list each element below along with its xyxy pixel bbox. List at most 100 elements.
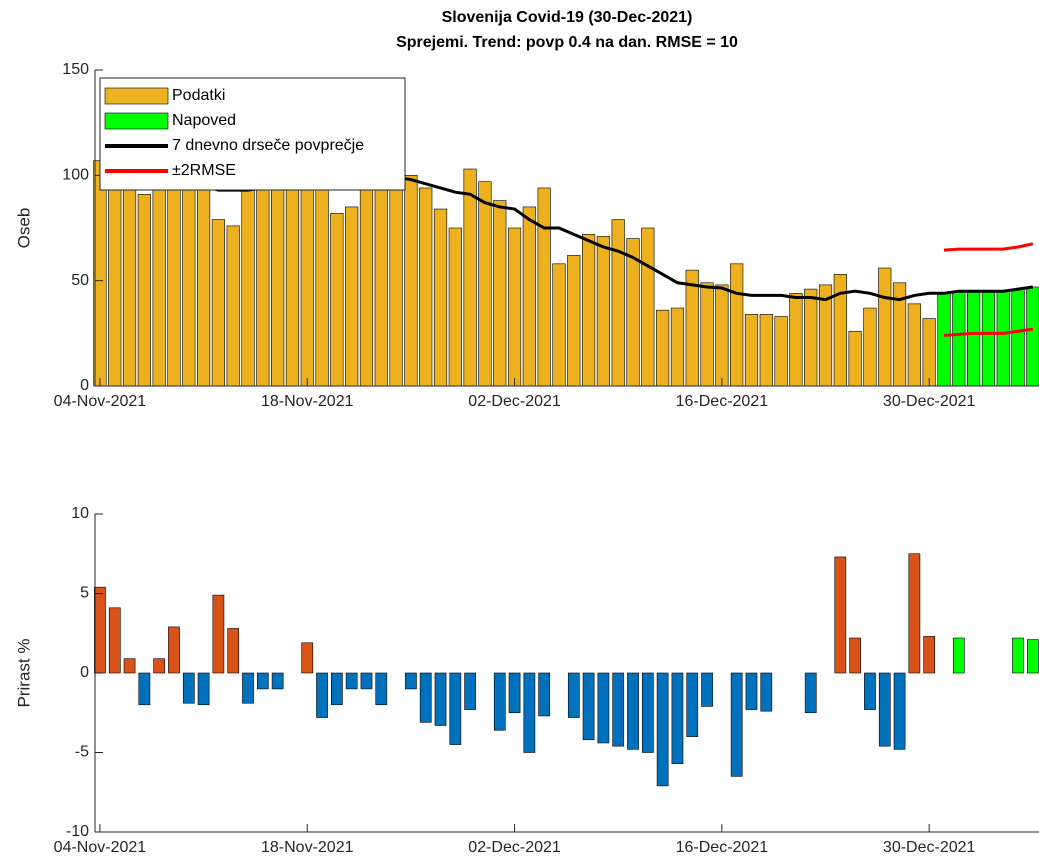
bar (834, 556, 847, 674)
bar (226, 225, 240, 387)
bar (1026, 639, 1039, 674)
legend-swatch (104, 112, 169, 130)
bar (685, 269, 699, 387)
bar (1011, 288, 1025, 387)
bar (967, 290, 981, 387)
y-tick-label: 10 (71, 505, 89, 522)
bar (789, 293, 803, 387)
x-tick-label: 16-Dec-2021 (676, 393, 769, 410)
bar (612, 672, 625, 747)
bar (552, 263, 566, 387)
bar (686, 672, 699, 737)
bar (641, 227, 655, 387)
bar (153, 658, 166, 674)
x-tick-label: 04-Nov-2021 (54, 393, 147, 410)
bar (1012, 637, 1024, 674)
bar (478, 181, 492, 387)
bar (256, 672, 269, 690)
x-tick-label: 30-Dec-2021 (883, 393, 976, 410)
bar (596, 236, 610, 387)
bar (315, 179, 329, 387)
bar (300, 179, 314, 387)
line (943, 327, 1034, 337)
bar (996, 290, 1010, 387)
bar (449, 672, 462, 745)
x-tick-label: 30-Dec-2021 (883, 839, 976, 856)
bar (1026, 286, 1039, 387)
bar (715, 284, 729, 387)
bar (256, 179, 270, 387)
bar (893, 672, 906, 750)
bar (508, 672, 521, 714)
bar (301, 642, 314, 674)
bar (670, 307, 685, 387)
chart-subtitle: Sprejemi. Trend: povp 0.4 na dan. RMSE =… (396, 34, 738, 51)
bar (804, 288, 818, 387)
bar (122, 177, 137, 387)
plot-area (94, 553, 1039, 787)
bar (744, 314, 759, 387)
bar (537, 187, 551, 387)
y-axis-label: Oseb (14, 208, 33, 249)
bar (848, 330, 862, 387)
bar (167, 183, 181, 387)
bar (493, 200, 507, 387)
bar (730, 672, 743, 777)
bar (182, 179, 196, 387)
bar (833, 274, 847, 387)
y-tick-label: 0 (80, 664, 89, 681)
y-tick-label: 0 (80, 377, 89, 394)
bar (404, 175, 418, 387)
bar (463, 168, 477, 387)
bar (745, 672, 758, 710)
bar (138, 672, 151, 706)
bar (774, 316, 788, 387)
bar (507, 227, 522, 387)
bar (330, 212, 344, 387)
bar (493, 672, 506, 731)
bar (804, 672, 817, 714)
bar (878, 267, 892, 387)
bar (94, 586, 106, 674)
bar (656, 672, 669, 787)
bar (212, 594, 225, 674)
bar (952, 637, 965, 674)
bar (93, 160, 107, 387)
bar (627, 672, 639, 750)
bar (701, 672, 713, 707)
bar (700, 282, 714, 387)
bar (760, 672, 773, 712)
bar (152, 185, 166, 387)
bar (656, 309, 670, 387)
bar (123, 658, 136, 674)
x-tick-label: 16-Dec-2021 (676, 839, 769, 856)
bar (242, 672, 254, 704)
legend-label: Napoved (172, 112, 236, 129)
bar (849, 637, 861, 674)
bar (523, 672, 536, 753)
bar (345, 672, 358, 690)
bar (582, 672, 595, 741)
bar (389, 175, 403, 387)
y-tick-label: 50 (71, 272, 89, 289)
bar (641, 672, 654, 753)
y-axis-label: Prirast % (14, 639, 33, 708)
bar (108, 607, 121, 674)
bar (730, 263, 744, 387)
bar (922, 318, 936, 387)
bar (567, 255, 581, 387)
line (188, 175, 1034, 302)
x-tick-label: 04-Nov-2021 (54, 839, 147, 856)
x-tick-label: 02-Dec-2021 (468, 839, 561, 856)
bar (359, 175, 374, 387)
bar (182, 672, 195, 704)
x-tick-label: 02-Dec-2021 (468, 393, 561, 410)
bar (597, 672, 610, 744)
bar (345, 206, 359, 387)
bar (863, 307, 877, 387)
y-tick-label: -10 (66, 823, 89, 840)
y-tick-label: 5 (80, 585, 89, 602)
bar (419, 187, 433, 387)
bar (196, 183, 211, 387)
